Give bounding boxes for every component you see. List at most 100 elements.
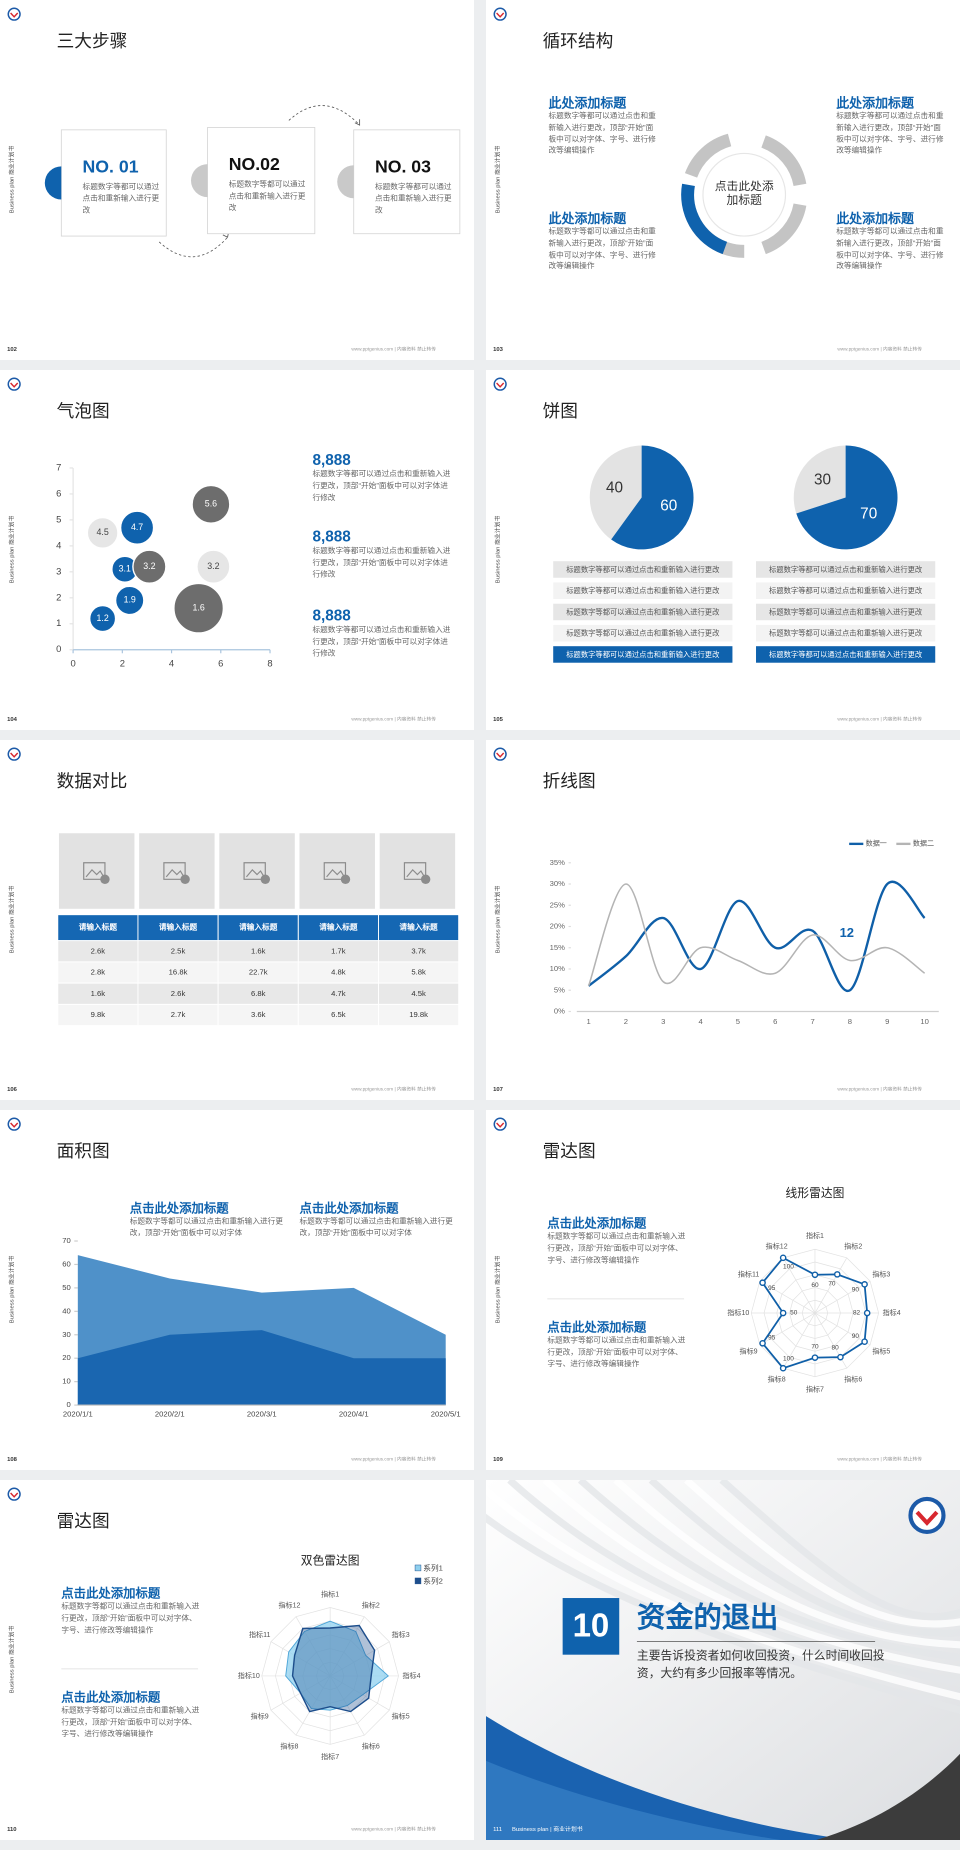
block-title: 点击此处添加标题 <box>299 1200 399 1215</box>
radar-point <box>837 1353 844 1361</box>
radar-axis-label: 指标10 <box>727 1308 749 1317</box>
radar-spoke <box>814 1280 871 1314</box>
footer: www.pptgenius.com | 内容资料 禁止转传 <box>351 346 436 353</box>
table-text: 6.8k <box>251 989 266 998</box>
slide-number: 106 <box>7 1087 18 1093</box>
stat-text-box: 标题数字等都可以通过点击和重新输入进行更改，顶部“开始”面板中可以对字体进行修改 <box>312 547 450 578</box>
legend-label: 系列1 <box>423 1563 443 1573</box>
table-text: 2.7k <box>171 1010 186 1019</box>
y-tick-label: 35% <box>550 858 566 867</box>
x-tick-label: 8 <box>267 657 272 668</box>
swoosh <box>486 1485 960 1701</box>
logo <box>7 747 21 761</box>
footer: www.pptgenius.com | 内容资料 禁止转传 <box>351 1826 436 1833</box>
connector <box>158 236 228 258</box>
radar-axis-label: 指标3 <box>392 1630 410 1639</box>
cycle-arc <box>681 183 728 255</box>
y-tick-label: 3 <box>56 565 61 576</box>
table-text: 2.6k <box>171 989 186 998</box>
radar-axis-label: 指标12 <box>278 1600 300 1609</box>
bubble <box>114 585 145 616</box>
list-row <box>553 582 733 599</box>
table-text: 4.7k <box>331 989 346 998</box>
bubble-label: 5.6 <box>205 499 217 509</box>
radar-spoke <box>782 1312 816 1369</box>
slide: Business plan 商业计划书 108 www.pptgenius.com … <box>0 1110 474 1470</box>
table-text: 1.6k <box>91 989 106 998</box>
image-icon <box>83 862 106 880</box>
x-tick-label: 2020/3/1 <box>247 1410 277 1419</box>
image-placeholder <box>379 833 456 909</box>
x-tick-label: 2020/1/1 <box>63 1410 93 1419</box>
list-text: 标题数字等都可以通过点击和重新输入进行更改 <box>566 565 720 574</box>
radar-area <box>291 1624 376 1713</box>
table-text: 2.5k <box>171 946 186 955</box>
list-row <box>756 646 936 663</box>
x-tick-label: 7 <box>810 1017 814 1026</box>
swoosh <box>542 1480 960 1674</box>
radar-value-label: 82 <box>853 1310 861 1317</box>
step-text-box: 标题数字等都可以通过点击和重新输入进行更改 <box>375 183 452 214</box>
radar-axis-label: 指标12 <box>766 1241 788 1250</box>
section-badge <box>562 1598 620 1655</box>
list-text: 标题数字等都可以通过点击和重新输入进行更改 <box>566 629 720 638</box>
slide-canvas: Business plan 商业计划书 103 www.pptgenius.com … <box>493 7 943 353</box>
bubble-label: 4.7 <box>131 522 143 532</box>
radar-point <box>779 1364 787 1372</box>
logo <box>493 377 507 391</box>
radar-axis-label: 指标8 <box>280 1741 298 1750</box>
bubble-label: 3.2 <box>143 561 155 571</box>
step-marker <box>337 165 354 199</box>
slide: Business plan 商业计划书 103 www.pptgenius.com … <box>486 0 960 360</box>
table-header: 请输入标题 <box>79 922 118 932</box>
table-cell <box>378 1003 460 1027</box>
radar-axis-label: 指标11 <box>249 1630 271 1639</box>
x-tick-label: 5 <box>736 1017 740 1026</box>
swoosh <box>486 1513 960 1714</box>
radar-value-label: 95 <box>768 1335 776 1342</box>
radar-value-label: 90 <box>852 1333 860 1340</box>
image-placeholder <box>219 833 295 909</box>
radar-value-label: 70 <box>811 1344 819 1351</box>
block-text-box: 标题数字等都可以通过点击和重新输入进行更改，顶部“开始”面板中可以对字体、字号、… <box>836 112 943 155</box>
block-title: 此处添加标题 <box>836 211 914 226</box>
dark-wave <box>816 1753 960 1840</box>
list-row <box>756 561 936 578</box>
image-placeholder <box>299 833 375 909</box>
radar-axis-label: 指标1 <box>321 1589 339 1598</box>
radar-axis-label: 指标9 <box>740 1346 758 1355</box>
slide-title: 三大步骤 <box>57 31 128 51</box>
x-tick-label: 2 <box>624 1017 628 1026</box>
slide-number: 111 <box>493 1827 502 1833</box>
logo-mark <box>496 12 505 18</box>
x-tick-label: 8 <box>848 1017 852 1026</box>
image-icon-plus <box>260 874 271 884</box>
block-title: 此处添加标题 <box>548 211 626 226</box>
radar-axis-label: 指标11 <box>738 1270 760 1279</box>
side-label: Business plan 商业计划书 <box>7 1255 15 1323</box>
slide-title: 气泡图 <box>57 401 110 421</box>
cycle-center-text: 点击此处添加标题 <box>714 180 774 208</box>
footer: Business plan | 商业计划书 <box>512 1825 583 1833</box>
step-marker <box>191 164 208 198</box>
table-header-cell <box>57 914 139 942</box>
bubble-label: 3.1 <box>119 564 131 574</box>
block-text-box: 标题数字等都可以通过点击和重新输入进行更改，顶部“开始”面板中可以对字体、字号、… <box>61 1707 199 1738</box>
cycle-center-text-box: 点击此处添加标题 <box>714 180 774 208</box>
y-tick-label: 70 <box>62 1236 71 1245</box>
logo <box>493 747 507 761</box>
y-tick-label: 50 <box>62 1283 71 1292</box>
section-title: 资金的退出 <box>637 1601 778 1633</box>
stat-text: 标题数字等都可以通过点击和重新输入进行更改，顶部“开始”面板中可以对字体进行修改 <box>312 626 451 658</box>
slide-canvas: Business plan 商业计划书 102 www.pptgenius.com … <box>7 7 461 353</box>
stat-value: 8,888 <box>312 608 351 625</box>
slide-title: 雷达图 <box>57 1511 110 1531</box>
list-text: 标题数字等都可以通过点击和重新输入进行更改 <box>566 586 720 595</box>
side-label: Business plan 商业计划书 <box>7 145 15 213</box>
arrowhead <box>354 119 361 126</box>
radar-axis-label: 指标8 <box>768 1374 786 1383</box>
logo-mark <box>10 752 19 758</box>
line-series <box>587 880 926 992</box>
table-text: 16.8k <box>169 968 188 977</box>
